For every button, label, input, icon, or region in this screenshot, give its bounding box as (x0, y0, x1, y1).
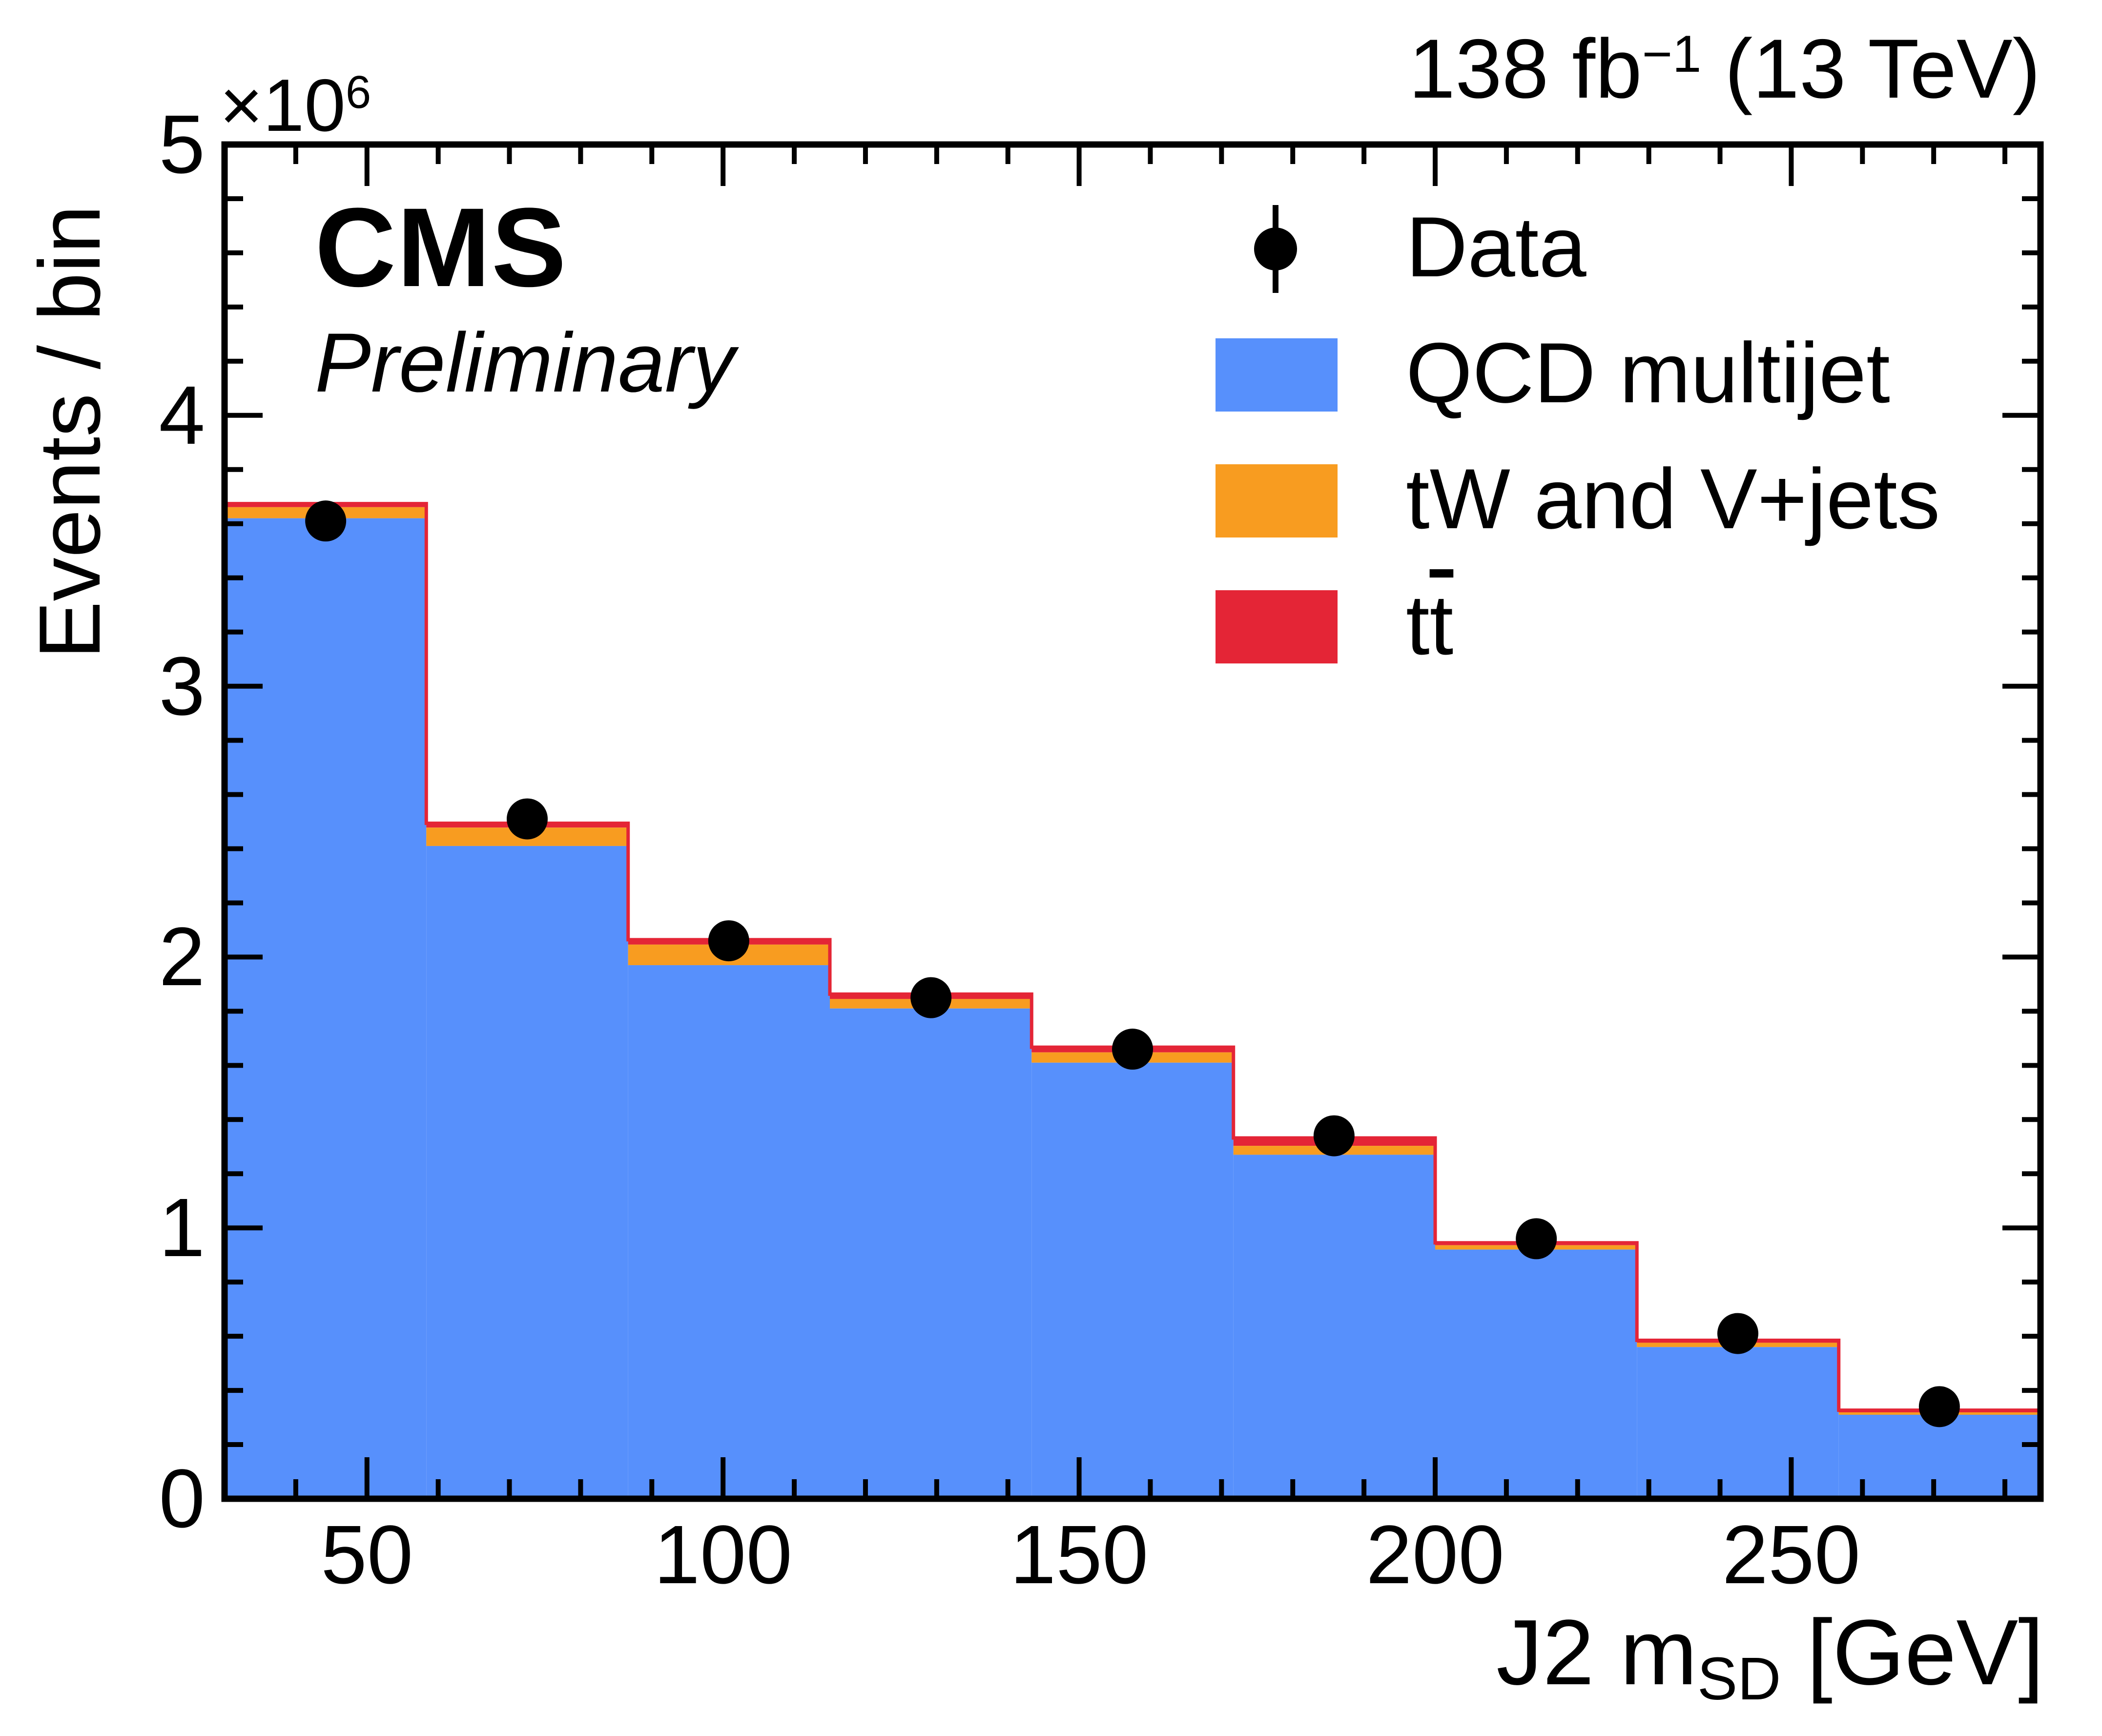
x-tick-label: 150 (1010, 1509, 1149, 1601)
data-point (910, 977, 952, 1018)
luminosity-label: 138 fb−1 (13 TeV) (1408, 27, 2040, 111)
y-tick-label: 5 (159, 98, 205, 191)
lumi-value: 138 fb (1408, 22, 1642, 116)
legend-label-qcd: QCD multijet (1406, 326, 1890, 421)
legend-label-tw-vjets: tW and V+jets (1406, 452, 1940, 547)
lumi-exponent: −1 (1642, 24, 1702, 83)
tw-vjets-color-swatch (1216, 464, 1338, 537)
y-exponent-power: 6 (345, 66, 371, 118)
qcd-bar (1838, 1415, 2040, 1499)
y-exponent-base: ×10 (220, 64, 346, 147)
qcd-bar (628, 965, 830, 1499)
x-tick-label: 250 (1722, 1509, 1861, 1601)
data-point (708, 920, 749, 962)
x-tick-label: 50 (321, 1509, 413, 1601)
qcd-bar (1031, 1062, 1234, 1499)
ttbar-t: t (1406, 578, 1430, 673)
y-axis-title: Events / bin (21, 205, 118, 660)
data-point (305, 500, 347, 542)
data-point (1112, 1029, 1153, 1070)
x-tick-label: 200 (1366, 1509, 1504, 1601)
lumi-energy: (13 TeV) (1701, 22, 2040, 116)
qcd-bar (426, 846, 628, 1499)
qcd-bar (1233, 1155, 1435, 1499)
qcd-bar (1435, 1249, 1637, 1499)
y-tick-label: 2 (159, 910, 205, 1004)
data-point (1313, 1115, 1355, 1157)
plot-frame (221, 141, 2044, 1502)
y-tick-label: 4 (159, 369, 205, 462)
ttbar-color-swatch (1216, 590, 1338, 663)
y-tick-label: 1 (159, 1181, 205, 1275)
x-title-subscript: SD (1697, 1645, 1781, 1713)
preliminary-label: Preliminary (315, 316, 735, 410)
cms-logo-text: CMS (315, 185, 568, 310)
x-title-pre: J2 m (1496, 1601, 1697, 1704)
qcd-bar (830, 1008, 1032, 1499)
data-point (1918, 1386, 1960, 1427)
y-tick-label: 3 (159, 640, 205, 733)
data-point (507, 798, 548, 840)
y-axis-exponent: ×106 (220, 68, 371, 143)
data-marker-icon (1254, 227, 1297, 270)
x-title-post: [GeV] (1781, 1601, 2044, 1704)
ttbar-tbar: t (1429, 578, 1454, 673)
legend-label-data: Data (1406, 200, 1587, 295)
data-point (1516, 1218, 1557, 1260)
x-tick-label: 100 (654, 1509, 792, 1601)
x-axis-title: J2 mSD [GeV] (1496, 1606, 2044, 1709)
qcd-bar (225, 518, 427, 1499)
y-tick-label: 0 (159, 1452, 205, 1545)
qcd-color-swatch (1216, 338, 1338, 412)
legend-label-ttbar: tt (1406, 582, 1453, 668)
qcd-bar (1637, 1347, 1839, 1499)
data-point (1717, 1313, 1758, 1354)
